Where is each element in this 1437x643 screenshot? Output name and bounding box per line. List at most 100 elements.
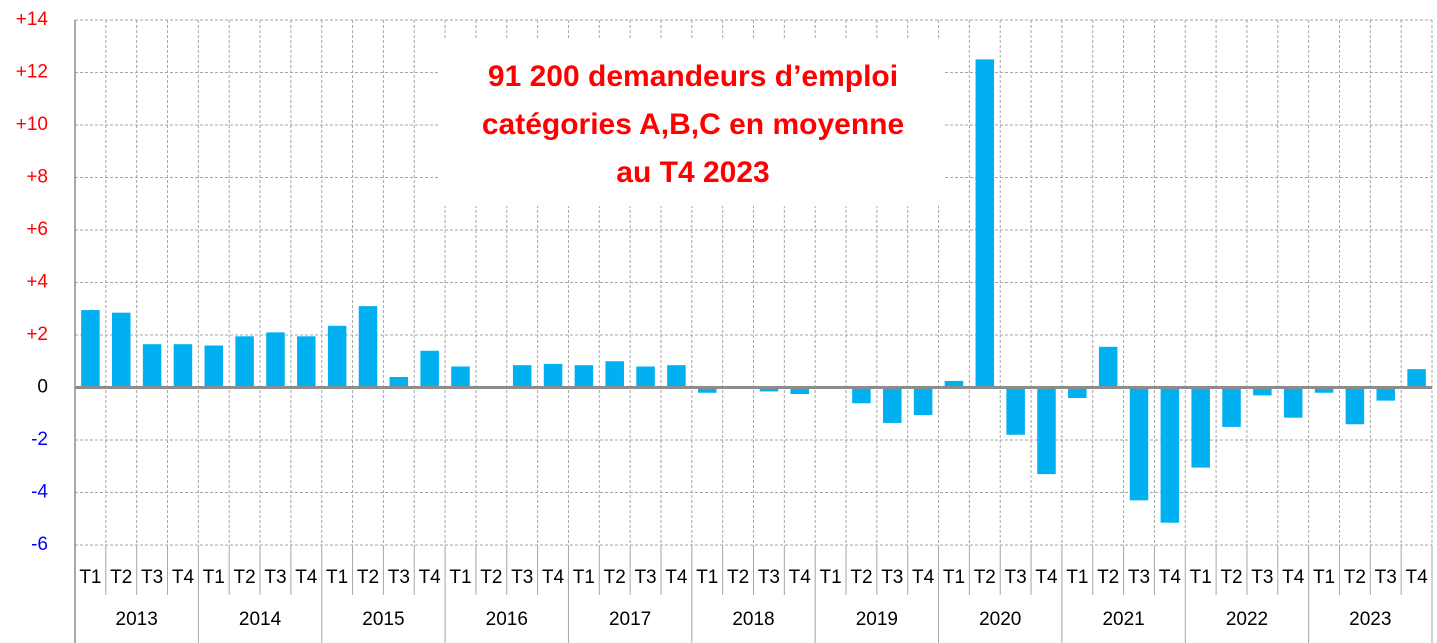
x-tick-label: T3 [758, 567, 780, 588]
bar [883, 387, 902, 423]
x-tick-label: T2 [1220, 567, 1242, 588]
bar [327, 325, 347, 388]
x-tick-label: T3 [1005, 567, 1027, 588]
x-tick-label: T2 [850, 567, 872, 588]
annotation: catégories A,B,C en moyenne [482, 108, 904, 141]
x-tick-label: T1 [943, 567, 965, 588]
y-tick-label: +8 [26, 167, 48, 188]
y-tick-label: +12 [16, 62, 48, 83]
group-label: 2020 [979, 609, 1021, 630]
y-tick-label: 0 [37, 377, 48, 398]
x-tick-label: T3 [1375, 567, 1397, 588]
y-tick-label: +10 [16, 114, 48, 135]
x-tick-label: T3 [388, 567, 410, 588]
group-label: 2015 [362, 609, 404, 630]
bar [1407, 369, 1426, 388]
bar [636, 366, 655, 388]
bar [1222, 387, 1241, 427]
x-tick-label: T2 [357, 567, 379, 588]
y-tick-label: +4 [26, 272, 48, 293]
bar [667, 365, 686, 388]
bar [759, 387, 779, 392]
bar [420, 350, 439, 388]
bar [1129, 387, 1149, 501]
x-tick-label: T1 [449, 567, 471, 588]
annotation-box [440, 40, 945, 206]
x-tick-label: T4 [912, 567, 935, 588]
bar [173, 344, 193, 388]
x-tick-label: T1 [1066, 567, 1088, 588]
x-tick-label: T1 [696, 567, 718, 588]
bar [697, 387, 717, 393]
bar [852, 387, 871, 404]
x-tick-label: T4 [789, 567, 812, 588]
x-tick-label: T4 [1405, 567, 1428, 588]
bar [913, 387, 933, 416]
bar [1191, 387, 1210, 468]
x-tick-label: T4 [542, 567, 565, 588]
bar [1160, 387, 1180, 523]
y-tick-label: +14 [16, 9, 49, 30]
annotation: 91 200 demandeurs d’emploi [488, 60, 898, 93]
y-tick-label: -2 [31, 429, 48, 450]
x-tick-label: T2 [727, 567, 749, 588]
x-tick-label: T3 [141, 567, 163, 588]
bar [142, 344, 162, 388]
bar [1068, 387, 1087, 398]
bar [543, 363, 563, 388]
bar [112, 312, 131, 388]
bar [605, 361, 624, 388]
x-tick-label: T3 [881, 567, 903, 588]
x-tick-label: T4 [172, 567, 195, 588]
x-tick-label: T2 [1344, 567, 1366, 588]
x-tick-label: T3 [634, 567, 656, 588]
group-label: 2018 [732, 609, 774, 630]
bar [790, 387, 810, 395]
bar [204, 345, 224, 388]
x-tick-label: T4 [1159, 567, 1182, 588]
x-tick-label: T1 [573, 567, 595, 588]
x-tick-label: T3 [511, 567, 533, 588]
x-tick-label: T2 [604, 567, 626, 588]
bar [574, 365, 594, 388]
bar [297, 336, 316, 388]
x-tick-label: T2 [480, 567, 502, 588]
bar [1098, 346, 1118, 388]
annotation: au T4 2023 [616, 156, 769, 189]
bar [512, 365, 532, 388]
x-tick-label: T4 [295, 567, 318, 588]
group-label: 2014 [239, 609, 282, 630]
x-tick-label: T2 [974, 567, 996, 588]
x-tick-label: T3 [264, 567, 286, 588]
x-tick-label: T1 [203, 567, 225, 588]
x-tick-label: T1 [820, 567, 842, 588]
bar [1376, 387, 1395, 401]
y-tick-label: +2 [26, 324, 48, 345]
x-tick-label: T1 [1313, 567, 1335, 588]
bar [1314, 387, 1334, 393]
bar [81, 310, 100, 388]
group-label: 2017 [609, 609, 651, 630]
bar [975, 59, 995, 388]
x-tick-label: T4 [665, 567, 688, 588]
x-tick-label: T2 [1097, 567, 1119, 588]
bar [1253, 387, 1272, 396]
x-tick-label: T3 [1128, 567, 1150, 588]
group-label: 2016 [486, 609, 528, 630]
bar [235, 336, 254, 388]
group-label: 2023 [1349, 609, 1391, 630]
x-tick-label: T4 [419, 567, 442, 588]
group-label: 2021 [1102, 609, 1144, 630]
x-tick-label: T2 [234, 567, 256, 588]
x-tick-label: T1 [79, 567, 101, 588]
bar [1345, 387, 1365, 425]
y-tick-label: -4 [31, 482, 48, 503]
bar [944, 380, 964, 388]
x-tick-label: T4 [1282, 567, 1305, 588]
y-tick-label: +6 [26, 219, 48, 240]
group-label: 2013 [116, 609, 158, 630]
x-tick-label: T1 [326, 567, 348, 588]
x-tick-label: T2 [110, 567, 132, 588]
group-label: 2022 [1226, 609, 1268, 630]
